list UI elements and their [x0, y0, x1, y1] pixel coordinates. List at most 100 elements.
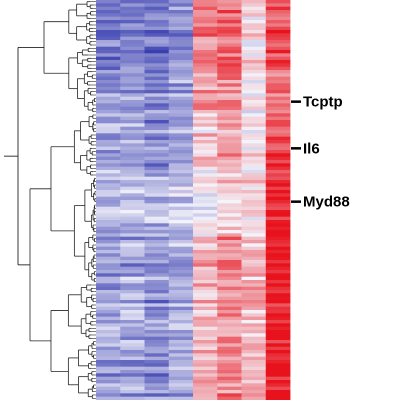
heatmap-cell: [217, 110, 242, 114]
heatmap-cell: [144, 123, 170, 128]
heatmap-cell: [241, 310, 267, 314]
heatmap-cell: [120, 180, 145, 184]
heatmap-cell: [265, 76, 291, 81]
heatmap-cell: [217, 16, 242, 21]
heatmap-cell: [265, 20, 291, 24]
heatmap-cell: [120, 43, 145, 48]
heatmap-cell: [168, 113, 194, 118]
heatmap-cell: [120, 20, 145, 24]
heatmap-cell: [193, 190, 218, 194]
heatmap-cell: [168, 83, 194, 88]
heatmap-cell: [241, 356, 267, 361]
heatmap-cell: [241, 353, 267, 358]
heatmap-cell: [241, 193, 267, 198]
heatmap-cell: [96, 166, 121, 171]
heatmap-cell: [96, 26, 121, 31]
heatmap-cell: [96, 376, 121, 381]
heatmap-cell: [120, 303, 145, 308]
heatmap-cell: [241, 170, 267, 174]
heatmap-cell: [144, 276, 170, 281]
heatmap-cell: [120, 53, 145, 58]
heatmap-cell: [120, 50, 145, 54]
heatmap-cell: [120, 130, 145, 134]
heatmap-cell: [168, 140, 194, 144]
heatmap-cell: [265, 296, 291, 301]
heatmap-cell: [120, 110, 145, 114]
heatmap-cell: [217, 6, 242, 11]
heatmap-cell: [265, 70, 291, 74]
heatmap-cell: [168, 233, 194, 238]
heatmap-cell: [120, 183, 145, 188]
heatmap-cell: [265, 323, 291, 328]
heatmap-cell: [217, 330, 242, 334]
heatmap-cell: [193, 363, 218, 368]
heatmap-cell: [96, 133, 121, 138]
heatmap-cell: [168, 396, 194, 400]
heatmap-cell: [265, 286, 291, 291]
heatmap-cell: [217, 13, 242, 18]
heatmap-cell: [96, 173, 121, 178]
heatmap-cell: [193, 16, 218, 21]
heatmap-cell: [193, 206, 218, 211]
heatmap-cell: [168, 316, 194, 321]
heatmap-cell: [120, 16, 145, 21]
heatmap-cell: [96, 3, 121, 8]
heatmap-cell: [193, 263, 218, 268]
heatmap-cell: [265, 313, 291, 318]
heatmap-cell: [217, 3, 242, 8]
heatmap-cell: [120, 296, 145, 301]
heatmap-cell: [144, 156, 170, 161]
heatmap-cell: [120, 70, 145, 74]
heatmap-cell: [168, 150, 194, 154]
heatmap-cell: [217, 116, 242, 121]
heatmap-cell: [217, 20, 242, 24]
heatmap-cell: [241, 256, 267, 261]
heatmap-cell: [193, 313, 218, 318]
heatmap-cell: [241, 276, 267, 281]
heatmap-cell: [193, 340, 218, 344]
heatmap-cell: [193, 56, 218, 61]
heatmap-cell: [193, 80, 218, 84]
heatmap-cell: [168, 53, 194, 58]
heatmap-cell: [120, 230, 145, 234]
heatmap-cell: [217, 380, 242, 384]
heatmap-cell: [120, 103, 145, 108]
heatmap-cell: [241, 323, 267, 328]
heatmap-cell: [96, 0, 121, 4]
heatmap-cell: [96, 16, 121, 21]
heatmap-cell: [96, 23, 121, 28]
heatmap-cell: [120, 76, 145, 81]
heatmap-cell: [217, 236, 242, 241]
heatmap-cell: [120, 120, 145, 124]
heatmap-cell: [96, 50, 121, 54]
heatmap-cell: [265, 346, 291, 351]
heatmap-cell: [217, 126, 242, 131]
heatmap-cell: [265, 396, 291, 400]
heatmap-cell: [96, 350, 121, 354]
heatmap-cell: [120, 300, 145, 304]
heatmap-cell: [265, 306, 291, 311]
heatmap-cell: [217, 190, 242, 194]
heatmap-cell: [168, 106, 194, 111]
heatmap-cell: [217, 80, 242, 84]
heatmap-cell: [217, 10, 242, 14]
heatmap-cell: [120, 326, 145, 331]
heatmap-cell: [144, 133, 170, 138]
heatmap-cell: [120, 123, 145, 128]
heatmap-cell: [193, 266, 218, 271]
heatmap-cell: [193, 290, 218, 294]
heatmap-cell: [193, 146, 218, 151]
heatmap-cell: [217, 96, 242, 101]
heatmap-cell: [144, 100, 170, 104]
heatmap-cell: [120, 273, 145, 278]
heatmap-cell: [217, 376, 242, 381]
heatmap-cell: [120, 63, 145, 68]
heatmap-cell: [96, 156, 121, 161]
heatmap-cell: [168, 306, 194, 311]
heatmap-cell: [144, 203, 170, 208]
heatmap-cell: [217, 253, 242, 258]
heatmap-cell: [144, 153, 170, 158]
heatmap-cell: [96, 270, 121, 274]
heatmap-cell: [120, 336, 145, 341]
heatmap-cell: [144, 240, 170, 244]
